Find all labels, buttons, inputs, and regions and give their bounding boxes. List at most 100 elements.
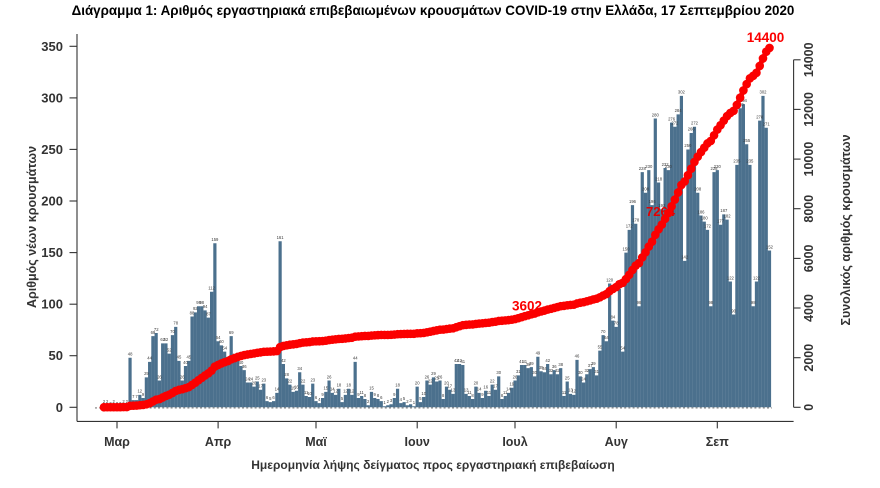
svg-text:98: 98 xyxy=(751,300,756,305)
svg-text:9: 9 xyxy=(393,392,396,397)
svg-text:Ημερομηνία λήψης δείγματος προ: Ημερομηνία λήψης δείγματος προς εργαστηρ… xyxy=(251,458,614,472)
svg-text:70: 70 xyxy=(170,329,175,334)
svg-text:0: 0 xyxy=(56,400,63,415)
svg-text:52: 52 xyxy=(167,348,172,353)
svg-text:122: 122 xyxy=(727,275,735,280)
svg-text:78: 78 xyxy=(173,321,178,326)
svg-text:18: 18 xyxy=(346,383,351,388)
svg-text:54: 54 xyxy=(620,345,625,350)
svg-text:8: 8 xyxy=(364,393,367,398)
svg-text:50: 50 xyxy=(49,348,63,363)
svg-text:94: 94 xyxy=(203,304,208,309)
svg-text:26: 26 xyxy=(513,374,518,379)
svg-text:161: 161 xyxy=(277,235,285,240)
svg-text:172: 172 xyxy=(704,224,712,229)
svg-text:24: 24 xyxy=(581,376,586,381)
svg-text:45: 45 xyxy=(186,355,191,360)
svg-text:42: 42 xyxy=(457,358,462,363)
svg-text:40: 40 xyxy=(239,360,244,365)
svg-text:11: 11 xyxy=(503,390,508,395)
svg-text:11: 11 xyxy=(360,390,365,395)
svg-text:208: 208 xyxy=(642,187,650,192)
svg-text:271: 271 xyxy=(763,122,771,127)
svg-text:192: 192 xyxy=(658,203,666,208)
svg-text:6: 6 xyxy=(315,395,318,400)
svg-text:28: 28 xyxy=(284,372,289,377)
svg-text:45: 45 xyxy=(177,355,182,360)
svg-text:142: 142 xyxy=(681,255,689,260)
svg-text:7: 7 xyxy=(135,394,138,399)
svg-text:2: 2 xyxy=(113,399,116,404)
svg-text:49: 49 xyxy=(536,351,541,356)
svg-text:19: 19 xyxy=(509,382,514,387)
svg-text:9: 9 xyxy=(374,392,377,397)
svg-text:294: 294 xyxy=(740,98,748,103)
svg-text:98: 98 xyxy=(708,300,713,305)
svg-text:14: 14 xyxy=(477,387,482,392)
svg-text:32: 32 xyxy=(555,368,560,373)
svg-text:8: 8 xyxy=(442,393,445,398)
svg-text:100: 100 xyxy=(41,297,63,312)
svg-text:12: 12 xyxy=(350,389,355,394)
svg-text:34: 34 xyxy=(542,366,547,371)
svg-text:230: 230 xyxy=(645,164,653,169)
svg-text:178: 178 xyxy=(632,218,640,223)
svg-text:302: 302 xyxy=(760,90,768,95)
svg-text:Συνολικός αριθμός κρουσμάτων: Συνολικός αριθμός κρουσμάτων xyxy=(839,134,853,325)
svg-text:48: 48 xyxy=(128,352,133,357)
svg-text:235: 235 xyxy=(733,159,741,164)
svg-text:11: 11 xyxy=(562,390,567,395)
svg-text:14: 14 xyxy=(506,387,511,392)
svg-text:2: 2 xyxy=(103,399,106,404)
svg-text:26: 26 xyxy=(425,374,430,379)
svg-text:10: 10 xyxy=(421,391,426,396)
svg-text:31: 31 xyxy=(516,369,521,374)
svg-text:272: 272 xyxy=(691,121,699,126)
svg-text:186: 186 xyxy=(698,209,706,214)
svg-text:228: 228 xyxy=(711,166,719,171)
svg-text:41: 41 xyxy=(519,359,524,364)
svg-text:0: 0 xyxy=(802,404,816,411)
svg-text:284: 284 xyxy=(675,108,683,113)
svg-text:2: 2 xyxy=(106,399,109,404)
svg-text:70: 70 xyxy=(601,329,606,334)
svg-text:14400: 14400 xyxy=(747,30,785,45)
svg-text:88: 88 xyxy=(190,310,195,315)
svg-text:44: 44 xyxy=(353,356,358,361)
svg-text:Μαϊ: Μαϊ xyxy=(305,435,327,449)
svg-text:35: 35 xyxy=(539,365,544,370)
svg-text:20: 20 xyxy=(444,381,449,386)
svg-text:69: 69 xyxy=(229,330,234,335)
svg-text:172: 172 xyxy=(626,224,634,229)
svg-text:30: 30 xyxy=(578,370,583,375)
svg-text:2: 2 xyxy=(387,399,390,404)
svg-text:87: 87 xyxy=(206,311,211,316)
svg-text:64: 64 xyxy=(216,335,221,340)
svg-text:7: 7 xyxy=(132,394,135,399)
svg-text:38: 38 xyxy=(558,362,563,367)
svg-text:177: 177 xyxy=(717,219,725,224)
svg-text:12: 12 xyxy=(333,389,338,394)
svg-text:26: 26 xyxy=(180,374,185,379)
svg-text:9: 9 xyxy=(357,392,360,397)
svg-text:98: 98 xyxy=(637,300,642,305)
svg-text:30: 30 xyxy=(496,370,501,375)
svg-text:44: 44 xyxy=(147,356,152,361)
svg-text:159: 159 xyxy=(211,237,219,242)
svg-text:69: 69 xyxy=(151,330,156,335)
svg-text:230: 230 xyxy=(714,164,722,169)
svg-text:13: 13 xyxy=(464,388,469,393)
svg-text:12: 12 xyxy=(571,389,576,394)
svg-text:24: 24 xyxy=(248,376,253,381)
svg-text:30: 30 xyxy=(532,370,537,375)
svg-text:196: 196 xyxy=(649,199,657,204)
svg-text:8: 8 xyxy=(471,393,474,398)
svg-text:218: 218 xyxy=(655,176,663,181)
svg-text:18: 18 xyxy=(395,383,400,388)
svg-text:16: 16 xyxy=(483,385,488,390)
svg-text:Αριθμός νέων κρουσμάτων: Αριθμός νέων κρουσμάτων xyxy=(25,146,39,308)
svg-text:29: 29 xyxy=(431,371,436,376)
svg-text:3: 3 xyxy=(390,398,393,403)
svg-text:55: 55 xyxy=(598,344,603,349)
svg-text:2000: 2000 xyxy=(802,344,816,372)
